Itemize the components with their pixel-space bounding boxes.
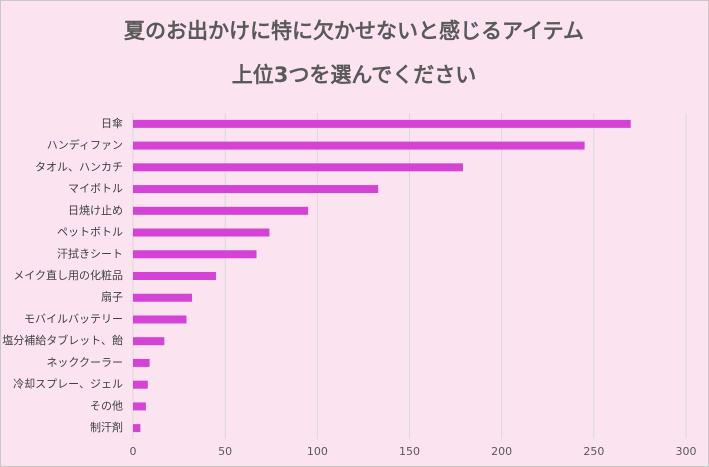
bar <box>133 402 146 411</box>
y-tick-label: その他 <box>90 399 123 412</box>
y-tick-label: 冷却スプレー、ジェル <box>13 378 123 391</box>
bar <box>133 272 216 280</box>
y-tick-label: ネッククーラー <box>46 356 123 369</box>
bar <box>133 380 148 389</box>
chart-title: 夏のお出かけに特に欠かせないと感じるアイテム <box>124 19 584 43</box>
x-tick-label: 200 <box>491 445 512 458</box>
y-tick-label: 日傘 <box>101 117 123 130</box>
bar <box>133 424 141 433</box>
y-tick-label: ペットボトル <box>57 226 123 239</box>
bar <box>133 337 165 346</box>
x-tick-label: 0 <box>130 445 137 458</box>
bar <box>133 228 270 237</box>
y-tick-label: 塩分補給タブレット、飴 <box>2 333 123 347</box>
y-tick-label: タオル、ハンカチ <box>35 160 123 173</box>
bar <box>133 358 150 367</box>
bar <box>133 293 192 302</box>
y-tick-label: 扇子 <box>101 290 123 304</box>
x-tick-label: 150 <box>399 445 420 458</box>
chart-title: 上位3つを選んでください <box>232 63 477 87</box>
bar <box>133 185 379 194</box>
x-tick-label: 300 <box>676 445 697 458</box>
bar <box>133 141 585 150</box>
y-tick-label: マイボトル <box>68 182 123 195</box>
bar <box>133 206 309 215</box>
bar <box>133 119 631 128</box>
y-tick-label: ハンディファン <box>47 138 123 152</box>
y-tick-label: 汗拭きシート <box>57 246 123 260</box>
x-tick-label: 50 <box>218 445 232 458</box>
bar <box>133 315 187 324</box>
x-tick-label: 100 <box>307 445 328 458</box>
y-tick-label: 制汗剤 <box>90 420 123 434</box>
y-tick-label: メイク直し用の化粧品 <box>13 268 123 282</box>
y-tick-label: モバイルバッテリー <box>24 312 123 325</box>
y-tick-label: 日焼け止め <box>68 204 123 217</box>
bar <box>133 163 463 172</box>
bar <box>133 250 257 259</box>
x-tick-label: 250 <box>583 445 604 458</box>
